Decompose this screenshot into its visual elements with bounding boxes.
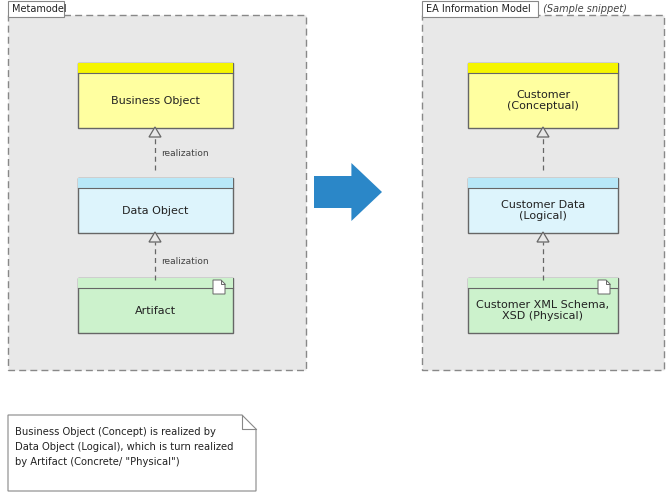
Bar [422,1,538,17]
Polygon shape [537,232,549,242]
Bar [8,15,306,370]
Bar [78,178,233,188]
Polygon shape [314,163,382,221]
Text: Business Object (Concept) is realized by
Data Object (Logical), which is turn re: Business Object (Concept) is realized by… [15,427,234,467]
Polygon shape [8,415,256,491]
Polygon shape [149,127,161,137]
Polygon shape [537,127,549,137]
Polygon shape [149,232,161,242]
Bar [78,63,233,128]
Text: Customer Data
(Logical): Customer Data (Logical) [501,200,585,221]
Text: Data Object: Data Object [122,206,188,216]
Bar [78,278,233,333]
Text: Metamodel: Metamodel [12,4,66,14]
Bar [468,278,618,333]
Text: realization: realization [161,149,208,158]
Bar [468,63,618,128]
Bar [8,1,64,17]
Bar [468,178,618,233]
Bar [468,178,618,188]
Bar [468,278,618,288]
Polygon shape [213,280,225,294]
Bar [468,63,618,73]
Bar [78,278,233,288]
Bar [78,178,233,233]
Bar [422,15,664,370]
Text: realization: realization [161,256,208,265]
Text: Customer XML Schema,
XSD (Physical): Customer XML Schema, XSD (Physical) [476,300,610,321]
Text: Artifact: Artifact [135,305,176,315]
Text: (Sample snippet): (Sample snippet) [540,4,627,14]
Text: EA Information Model: EA Information Model [426,4,531,14]
Text: Customer
(Conceptual): Customer (Conceptual) [507,90,579,111]
Polygon shape [598,280,610,294]
Bar [78,63,233,73]
Text: Business Object: Business Object [111,95,200,105]
